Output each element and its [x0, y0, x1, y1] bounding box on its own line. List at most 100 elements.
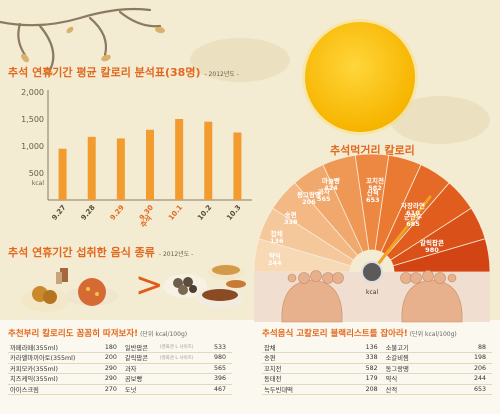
dial-item-value: 610 — [406, 209, 420, 218]
cell-name: 갈릭팝콘 — [122, 352, 158, 364]
dial-hub-icon — [361, 261, 383, 283]
cell-name: 도넛 — [122, 384, 158, 395]
dial-item-name: 군만두 — [404, 213, 422, 221]
cell-value: 270 — [97, 384, 123, 395]
cell-name: 꼬치전 — [262, 363, 338, 374]
dial-item-label: 마늘빵 424 — [322, 177, 340, 193]
dial-item-label: 과자 565 — [317, 188, 331, 204]
y-tick-label: 2,000 — [21, 88, 44, 97]
dial-needle — [370, 195, 432, 274]
arrow-right-icon: > — [135, 265, 164, 305]
y-tick-label: 1,500 — [21, 115, 44, 124]
cell-value: 582 — [337, 363, 384, 374]
cell-value: 653 — [446, 384, 492, 395]
cell-value: 179 — [337, 373, 384, 385]
cell-note: (영화관 L 사이즈) — [157, 342, 207, 353]
dial-item-value: 653 — [366, 196, 380, 205]
cell-value: 396 — [206, 373, 232, 385]
dial-item-label: 산적 653 — [366, 189, 380, 205]
bar — [87, 136, 96, 200]
cell-note: (영화관 L 사이즈) — [157, 352, 207, 364]
dial-item-name: 자장라면 — [401, 202, 425, 210]
leaves-icon — [21, 26, 165, 76]
table-row: 동태전 179 약식 244 — [262, 373, 492, 385]
dial-item-value: 206 — [302, 198, 316, 207]
table-row: 아이스크림 270 도넛 467 — [8, 384, 232, 395]
cell-value: 533 — [206, 342, 232, 353]
cell-name: 아이스크림 — [8, 384, 98, 395]
cell-value: 338 — [337, 352, 384, 364]
dial-item-value: 565 — [317, 195, 331, 204]
dial-item-name: 약식 — [268, 252, 281, 260]
cell-value: 198 — [446, 352, 492, 364]
cloud-icon — [190, 38, 490, 144]
chart-subtitle: - 2012년도 - — [204, 71, 239, 78]
table-row: 녹두빈대떡 208 산적 653 — [262, 384, 492, 395]
table-row: 카라멜마끼아토(355ml) 200 갈릭팝콘 (영화관 L 사이즈) 980 — [8, 352, 232, 364]
table-row: 까페라떼(355ml) 180 일반팝콘 (영화관 L 사이즈) 533 — [8, 342, 232, 353]
cell-name: 곰보빵 — [122, 373, 158, 385]
bar — [175, 119, 184, 200]
cell-value: 208 — [337, 384, 384, 395]
bar — [233, 132, 242, 200]
cell-name: 카라멜마끼아토(355ml) — [8, 352, 98, 364]
cell-name: 녹두빈대떡 — [262, 384, 338, 395]
cell-name: 동그랑땡 — [383, 363, 447, 374]
cell-name: 일반팝콘 — [122, 342, 158, 353]
dial-item-value: 136 — [270, 237, 284, 246]
dial-item-label: 자장라면 610 — [401, 202, 425, 218]
cell-name: 커피모카(355ml) — [8, 363, 98, 374]
dial-item-label: 갈릭팝콘 980 — [420, 239, 444, 255]
cell-value: 206 — [446, 363, 492, 374]
dial-item-value: 685 — [406, 220, 420, 229]
cell-name: 약식 — [383, 373, 447, 385]
table-row: 꼬치전 582 동그랑땡 206 — [262, 363, 492, 374]
chart-title: 추석 연휴기간 평균 칼로리 분석표(38명) - 2012년도 - — [8, 66, 239, 79]
foods-title: 추석 연휴기간 섭취한 음식 종류 - 2012년도 - — [8, 246, 194, 259]
table-row: 커피모카(355ml) 290 과자 565 — [8, 363, 232, 374]
dial-item-label: 동그랑땡 206 — [297, 191, 321, 207]
y-tick-label: 500 — [29, 169, 44, 178]
cell-value: 467 — [206, 384, 232, 395]
cell-value: 290 — [97, 373, 123, 385]
bar — [146, 129, 154, 200]
y-tick-label: 1,000 — [21, 142, 44, 151]
dial-item-name: 꼬치전 — [366, 177, 384, 185]
dial-item-name: 송편 — [284, 211, 297, 219]
sun-icon — [305, 22, 415, 132]
cell-value: 200 — [97, 352, 123, 364]
dial-item-name: 마늘빵 — [322, 177, 340, 185]
cell-name: 잡채 — [262, 342, 338, 353]
right-table-title: 추석음식 고칼로리 블랙리스트를 잡아라! (단위 kcal/100g) — [262, 329, 457, 339]
dial-title: 추석먹거리 칼로리 — [330, 144, 415, 157]
cell-name: 송편 — [262, 352, 338, 364]
dial-item-name: 과자 — [317, 188, 330, 196]
dial-item-value: 582 — [368, 184, 382, 193]
dial-item-name: 산적 — [366, 189, 379, 197]
table-row: 잡채 136 소불고기 88 — [262, 342, 492, 353]
after-food-image — [163, 264, 246, 308]
cell-name: 산적 — [383, 384, 447, 395]
cell-value: 980 — [206, 352, 232, 364]
cell-name: 치즈케익(355ml) — [8, 373, 98, 385]
dial-item-value: 338 — [284, 218, 298, 227]
dial-item-name: 동그랑땡 — [297, 191, 321, 199]
cell-value: 290 — [97, 363, 123, 374]
table-row: 송편 338 소갈비찜 198 — [262, 352, 492, 364]
cell-value: 88 — [446, 342, 492, 353]
right-table-unit: (단위 kcal/100g) — [409, 331, 457, 338]
dial-item-name: 잡채 — [270, 230, 283, 238]
feet-icon — [281, 270, 463, 323]
foods-note: - 2012년도 - — [158, 251, 194, 258]
cell-note — [157, 363, 207, 374]
dial-item-label: 송편 338 — [284, 211, 298, 227]
right-calorie-table: 잡채 136 소불고기 88 송편 338 소갈비찜 198 꼬치전 582 동그랑땡 206 동태전 1… — [262, 342, 492, 395]
dial-item-label: 꼬치전 582 — [366, 177, 384, 193]
tree-branch-icon — [0, 7, 162, 72]
dial-item-value: 424 — [324, 184, 338, 193]
dial-item-value: 980 — [425, 246, 439, 255]
